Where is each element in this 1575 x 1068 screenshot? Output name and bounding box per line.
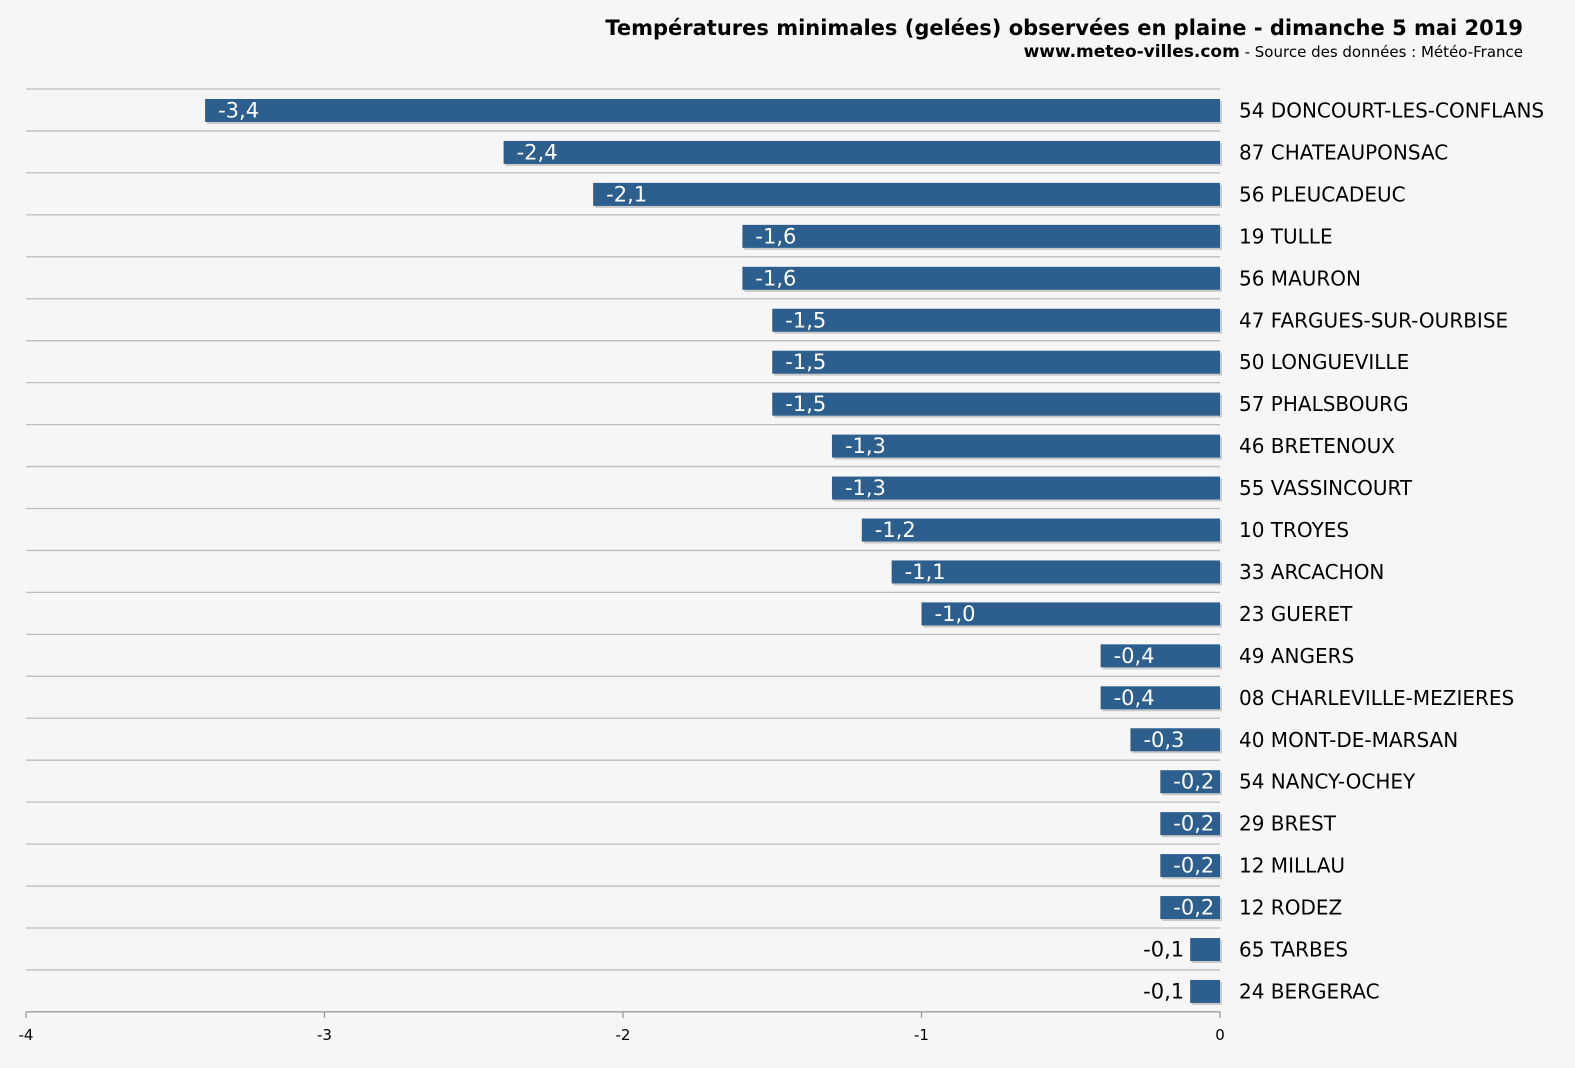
bar [205,99,1221,122]
value-label: -2,4 [517,140,558,164]
value-label: -1,3 [845,434,886,458]
category-label: 65 TARBES [1239,938,1348,962]
value-label: -0,3 [1143,728,1184,752]
bar [1190,938,1220,961]
category-label: 55 VASSINCOURT [1239,476,1413,500]
category-label: 54 NANCY-OCHEY [1239,770,1416,794]
bar [1130,728,1220,752]
value-label: -0,1 [1143,979,1184,1003]
category-label: 47 FARGUES-SUR-OURBISE [1239,308,1508,332]
bar [831,476,1220,500]
value-label: -0,1 [1143,938,1184,962]
value-label: -0,4 [1114,686,1155,710]
value-label: -3,4 [218,99,259,123]
category-label: 33 ARCACHON [1239,560,1384,584]
bar [772,392,1220,416]
category-label: 49 ANGERS [1239,644,1354,668]
category-label: 19 TULLE [1239,224,1333,248]
value-label: -0,2 [1173,896,1214,920]
value-label: -2,1 [606,182,647,206]
bar [772,308,1220,332]
bar [921,602,1220,626]
bar [1160,770,1220,794]
value-label: -1,5 [785,308,826,332]
bar [831,434,1220,458]
category-label: 87 CHATEAUPONSAC [1239,140,1448,164]
value-label: -1,6 [755,266,796,290]
source-text: - Source des données : Météo-France [1239,43,1523,61]
value-label: -1,5 [785,392,826,416]
bar [1100,644,1220,668]
bar [1100,686,1220,710]
value-label: -0,2 [1173,770,1214,794]
bar [1160,812,1220,836]
bar [742,224,1220,248]
bar [503,140,1221,164]
bar [1160,896,1220,920]
category-label: 12 RODEZ [1239,896,1342,920]
bar [742,266,1220,290]
chart-title: Températures minimales (gelées) observée… [605,16,1523,40]
category-label: 12 MILLAU [1239,854,1345,878]
category-label: 50 LONGUEVILLE [1239,350,1409,374]
value-label: -1,5 [785,350,826,374]
value-label: -1,0 [935,602,976,626]
category-label: 56 MAURON [1239,266,1361,290]
x-tick-label: 0 [1215,1026,1225,1044]
value-label: -0,2 [1173,812,1214,836]
category-label: 54 DONCOURT-LES-CONFLANS [1239,99,1544,123]
value-label: -0,2 [1173,854,1214,878]
bar [1190,979,1220,1003]
category-label: 10 TROYES [1239,518,1349,542]
category-label: 23 GUERET [1239,602,1353,626]
category-label: 29 BREST [1239,812,1337,836]
x-tick-label: -1 [914,1026,929,1044]
value-label: -1,2 [875,518,916,542]
x-tick-label: -2 [616,1026,631,1044]
x-tick-label: -3 [317,1026,332,1044]
bar [1160,854,1220,878]
bar [772,350,1220,374]
chart-subtitle: www.meteo-villes.com - Source des donnée… [1024,42,1523,62]
bar [861,518,1220,542]
source-site-link[interactable]: www.meteo-villes.com [1023,42,1240,62]
category-label: 24 BERGERAC [1239,979,1380,1003]
value-label: -1,3 [845,476,886,500]
bar [593,182,1220,206]
category-label: 40 MONT-DE-MARSAN [1239,728,1458,752]
value-label: -1,6 [755,224,796,248]
category-label: 46 BRETENOUX [1239,434,1395,458]
category-label: 56 PLEUCADEUC [1239,182,1406,206]
category-label: 08 CHARLEVILLE-MEZIERES [1239,686,1514,710]
x-tick-label: -4 [19,1026,34,1044]
category-label: 57 PHALSBOURG [1239,392,1409,416]
value-label: -0,4 [1114,644,1155,668]
bar [891,560,1220,584]
value-label: -1,1 [905,560,946,584]
